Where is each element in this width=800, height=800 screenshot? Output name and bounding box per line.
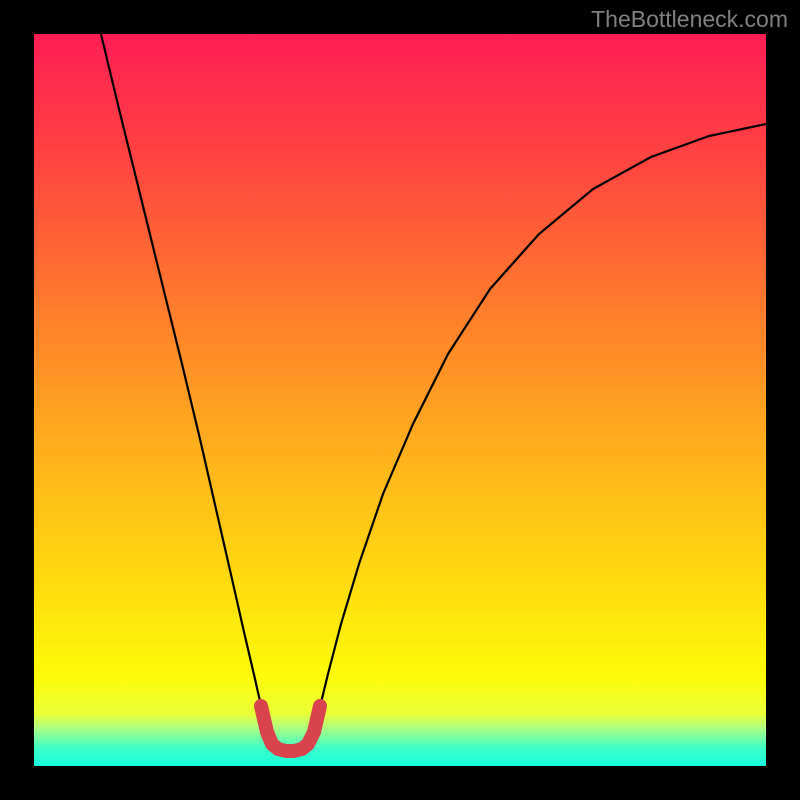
bottleneck-curve [34,34,766,766]
curve-right-branch [317,124,766,719]
curve-thick-minimum [261,706,320,751]
plot-background [34,34,766,766]
attribution-text: TheBottleneck.com [591,6,788,33]
curve-left-branch [101,34,264,719]
